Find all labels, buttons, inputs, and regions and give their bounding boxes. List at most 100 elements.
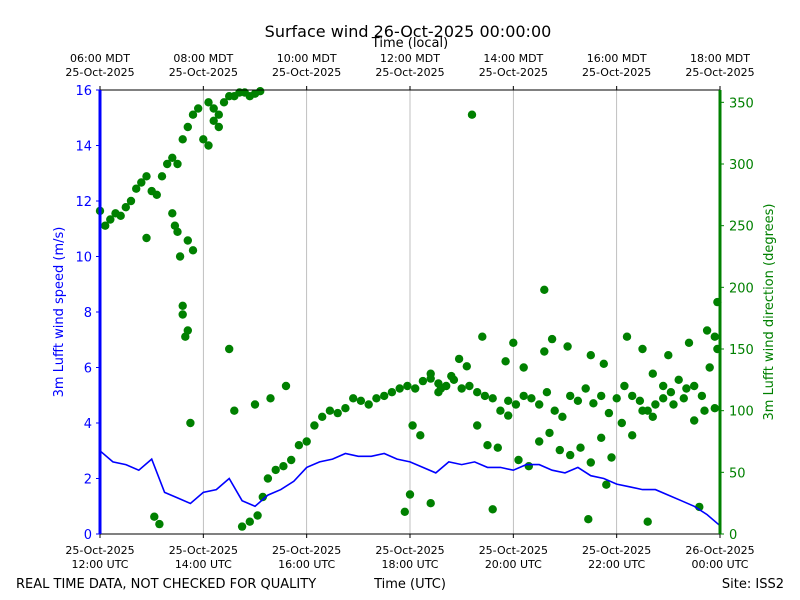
direction-point — [584, 515, 593, 524]
x-tick-label: 12:00 UTC — [71, 558, 128, 571]
y-left-tick-label: 0 — [84, 528, 92, 543]
direction-point — [178, 135, 187, 144]
direction-point — [478, 332, 487, 341]
top-tick-label: 18:00 MDT — [690, 52, 750, 65]
x-tick-label: 25-Oct-2025 — [479, 544, 548, 557]
direction-point — [710, 404, 719, 413]
y-left-tick-label: 12 — [75, 195, 92, 210]
x-tick-label: 16:00 UTC — [278, 558, 335, 571]
direction-point — [638, 344, 647, 354]
direction-point — [142, 233, 151, 243]
direction-point — [697, 391, 707, 401]
direction-point — [700, 406, 709, 415]
direction-point — [617, 418, 626, 428]
direction-point — [462, 362, 471, 371]
direction-point — [635, 396, 645, 405]
direction-point — [168, 153, 177, 162]
direction-point — [566, 450, 575, 460]
direction-point — [175, 252, 185, 261]
x-tick-label: 25-Oct-2025 — [65, 544, 134, 557]
direction-point — [597, 391, 606, 401]
direction-point — [225, 344, 234, 354]
top-tick-label: 06:00 MDT — [70, 52, 130, 65]
direction-point — [387, 388, 397, 397]
x-tick-label: 20:00 UTC — [485, 558, 542, 571]
top-tick-label: 25-Oct-2025 — [582, 66, 651, 79]
direction-point — [183, 236, 192, 245]
direction-point — [403, 381, 412, 391]
direction-point — [540, 285, 549, 294]
direction-point — [400, 507, 409, 516]
direction-point — [188, 246, 198, 255]
top-tick-label: 14:00 MDT — [483, 52, 543, 65]
direction-point — [504, 411, 513, 420]
top-tick-label: 25-Oct-2025 — [272, 66, 341, 79]
direction-point — [454, 354, 464, 364]
direction-point — [183, 122, 192, 132]
direction-point — [628, 391, 637, 401]
direction-point — [666, 388, 676, 397]
direction-point — [173, 227, 182, 236]
direction-point — [501, 357, 510, 366]
direction-point — [542, 388, 552, 397]
direction-point — [279, 462, 288, 471]
direction-point — [194, 104, 203, 113]
direction-point — [705, 363, 714, 372]
direction-point — [599, 359, 608, 368]
direction-point — [558, 412, 567, 421]
top-tick-label: 25-Oct-2025 — [169, 66, 238, 79]
direction-point — [612, 394, 621, 403]
y-left-tick-label: 14 — [75, 140, 92, 155]
direction-point — [563, 342, 572, 351]
direction-point — [310, 421, 319, 430]
direction-point — [256, 87, 265, 96]
direction-point — [643, 517, 652, 526]
y-right-tick-label: 0 — [729, 528, 737, 543]
direction-point — [183, 326, 192, 335]
direction-point — [628, 431, 637, 440]
y-right-tick-label: 100 — [729, 405, 754, 420]
top-tick-label: 25-Oct-2025 — [479, 66, 548, 79]
top-tick-label: 25-Oct-2025 — [65, 66, 134, 79]
direction-point — [418, 376, 428, 386]
direction-point — [651, 400, 660, 409]
direction-point — [664, 351, 673, 360]
direction-point — [155, 519, 164, 529]
y-right-tick-label: 300 — [729, 158, 754, 173]
direction-point — [586, 458, 595, 467]
direction-point — [488, 505, 497, 514]
direction-point — [271, 465, 280, 475]
y-right-tick-label: 250 — [729, 220, 754, 235]
direction-point — [602, 480, 611, 489]
top-tick-label: 12:00 MDT — [380, 52, 440, 65]
direction-point — [126, 196, 136, 206]
direction-point — [152, 190, 161, 199]
direction-point — [493, 443, 502, 452]
site-label: Site: ISS2 — [722, 577, 784, 592]
direction-point — [586, 351, 595, 360]
y-left-tick-label: 4 — [84, 417, 92, 432]
y-left-tick-label: 10 — [75, 251, 92, 266]
direction-point — [263, 474, 273, 483]
direction-point — [411, 384, 420, 393]
direction-point — [473, 388, 482, 397]
y-right-tick-label: 50 — [729, 466, 746, 481]
direction-point — [620, 381, 629, 391]
direction-point — [566, 391, 575, 401]
direction-point — [266, 394, 275, 403]
y-left-tick-label: 6 — [84, 362, 92, 377]
direction-point — [250, 400, 260, 409]
x-tick-label: 25-Oct-2025 — [169, 544, 238, 557]
direction-point — [253, 511, 262, 520]
top-tick-label: 16:00 MDT — [587, 52, 647, 65]
direction-point — [132, 184, 141, 193]
direction-point — [209, 104, 218, 113]
y-right-tick-label: 350 — [729, 96, 754, 111]
y-left-tick-label: 2 — [84, 473, 92, 488]
direction-point — [364, 400, 373, 409]
chart-title: Surface wind 26-Oct-2025 00:00:00 — [265, 22, 552, 41]
direction-point — [356, 396, 366, 405]
direction-point — [219, 98, 229, 107]
direction-point — [426, 369, 435, 378]
